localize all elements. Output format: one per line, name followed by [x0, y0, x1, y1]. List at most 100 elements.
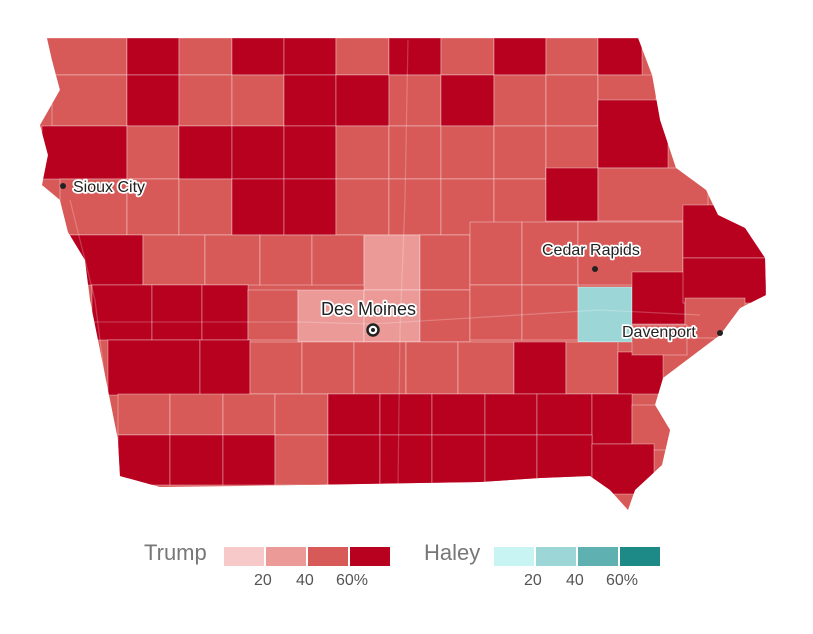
iowa-county-map: Sioux City Cedar Rapids Des Moines Daven… — [40, 38, 766, 510]
county-69 — [199, 339, 251, 396]
county-19 — [493, 74, 547, 127]
haley-swatch-20-40 — [536, 547, 576, 566]
counties-layer — [41, 38, 766, 495]
county-29 — [440, 125, 495, 180]
county-58 — [247, 289, 299, 341]
county-89 — [631, 404, 673, 451]
county-30 — [493, 125, 547, 180]
sioux-city-marker — [60, 183, 66, 189]
cedar-rapids-marker — [592, 266, 598, 272]
county-79 — [117, 393, 171, 436]
county-78 — [631, 324, 688, 356]
trump-legend-label: Trump — [144, 540, 207, 565]
county-9 — [545, 38, 599, 76]
county-90 — [117, 434, 171, 486]
county-24 — [178, 125, 233, 180]
county-80 — [169, 393, 224, 436]
county-22 — [41, 125, 128, 180]
county-7 — [440, 38, 495, 76]
trump-swatch-40-60 — [308, 547, 348, 566]
county-63 — [521, 284, 579, 341]
cities-layer: Sioux City Cedar Rapids Des Moines Daven… — [60, 177, 723, 343]
trump-legend: Trump 20 40 60% — [144, 540, 394, 590]
county-25 — [231, 125, 285, 180]
county-88 — [591, 393, 633, 445]
county-11 — [51, 74, 128, 127]
county-26 — [283, 125, 337, 180]
county-18 — [440, 74, 495, 127]
county-3 — [231, 38, 285, 76]
county-93 — [274, 434, 329, 486]
county-36 — [231, 178, 285, 236]
county-71 — [301, 341, 355, 395]
county-15 — [283, 74, 337, 127]
county-91 — [169, 434, 224, 486]
haley-tick-20: 20 — [524, 572, 542, 589]
county-54 — [682, 204, 766, 259]
des-moines-label: Des Moines — [321, 299, 416, 319]
county-12 — [126, 74, 180, 127]
road-west — [69, 199, 111, 421]
road-north-south — [397, 39, 409, 485]
trump-swatch-20-40 — [266, 547, 306, 566]
trump-tick-20: 20 — [254, 572, 272, 589]
haley-tick-40: 40 — [566, 572, 584, 589]
haley-swatch-40-60 — [578, 547, 618, 566]
trump-tick-60: 60% — [336, 572, 369, 589]
county-14 — [231, 74, 285, 127]
county-82 — [274, 393, 329, 436]
trump-tick-40: 40 — [296, 572, 314, 589]
county-97 — [484, 434, 538, 486]
county-92 — [222, 434, 276, 486]
county-17 — [388, 74, 442, 127]
county-65 — [631, 271, 686, 325]
cedar-rapids-label: Cedar Rapids — [542, 242, 640, 259]
county-16 — [335, 74, 390, 127]
county-86 — [484, 393, 538, 436]
county-48 — [311, 234, 365, 286]
county-51 — [469, 221, 523, 286]
county-50 — [419, 234, 471, 291]
county-84 — [379, 393, 433, 436]
county-5 — [335, 38, 390, 76]
haley-tick-60: 60% — [606, 572, 639, 589]
county-75 — [513, 341, 567, 395]
county-57 — [201, 284, 249, 341]
haley-legend-label: Haley — [424, 540, 481, 565]
county-87 — [536, 393, 593, 436]
county-52 — [521, 221, 579, 286]
county-66 — [682, 257, 766, 304]
county-4 — [283, 38, 337, 76]
county-98 — [536, 434, 593, 484]
county-0 — [46, 38, 128, 76]
county-99 — [591, 443, 655, 495]
county-8 — [493, 38, 547, 76]
sioux-city-label: Sioux City — [73, 179, 145, 196]
county-74 — [457, 341, 515, 395]
des-moines-capital-dot — [371, 328, 375, 332]
county-83 — [327, 393, 381, 436]
county-49 — [363, 234, 421, 291]
county-35 — [178, 178, 233, 236]
county-76 — [565, 341, 619, 395]
county-73 — [405, 341, 459, 395]
map-legend: Trump 20 40 60% Haley 20 40 60% — [0, 536, 813, 596]
county-64 — [577, 286, 633, 343]
county-55 — [91, 284, 153, 341]
county-10 — [597, 38, 643, 76]
county-85 — [431, 393, 486, 436]
county-2 — [178, 38, 233, 76]
county-72 — [353, 341, 407, 395]
county-56 — [151, 284, 203, 341]
county-23 — [126, 125, 180, 180]
county-45 — [142, 234, 206, 286]
trump-swatch-60-plus — [350, 547, 390, 566]
county-77 — [617, 351, 664, 395]
county-61 — [419, 289, 471, 343]
haley-swatch-0-20 — [494, 547, 534, 566]
county-94 — [327, 434, 381, 486]
county-39 — [388, 178, 442, 236]
haley-legend: Haley 20 40 60% — [424, 540, 674, 590]
davenport-marker — [717, 330, 723, 336]
county-20 — [545, 74, 599, 127]
